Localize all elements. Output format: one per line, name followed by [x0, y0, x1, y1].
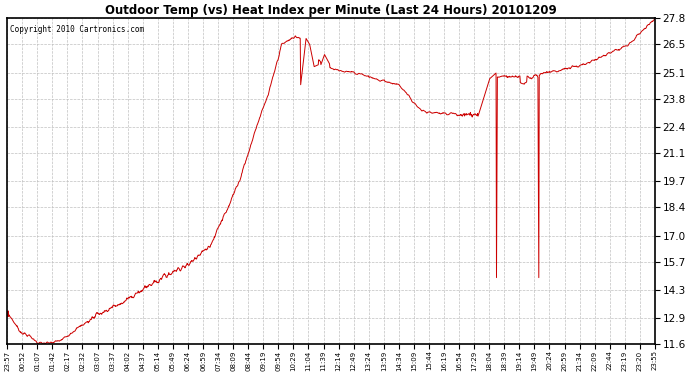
Text: Copyright 2010 Cartronics.com: Copyright 2010 Cartronics.com: [10, 25, 144, 34]
Title: Outdoor Temp (vs) Heat Index per Minute (Last 24 Hours) 20101209: Outdoor Temp (vs) Heat Index per Minute …: [105, 4, 557, 17]
